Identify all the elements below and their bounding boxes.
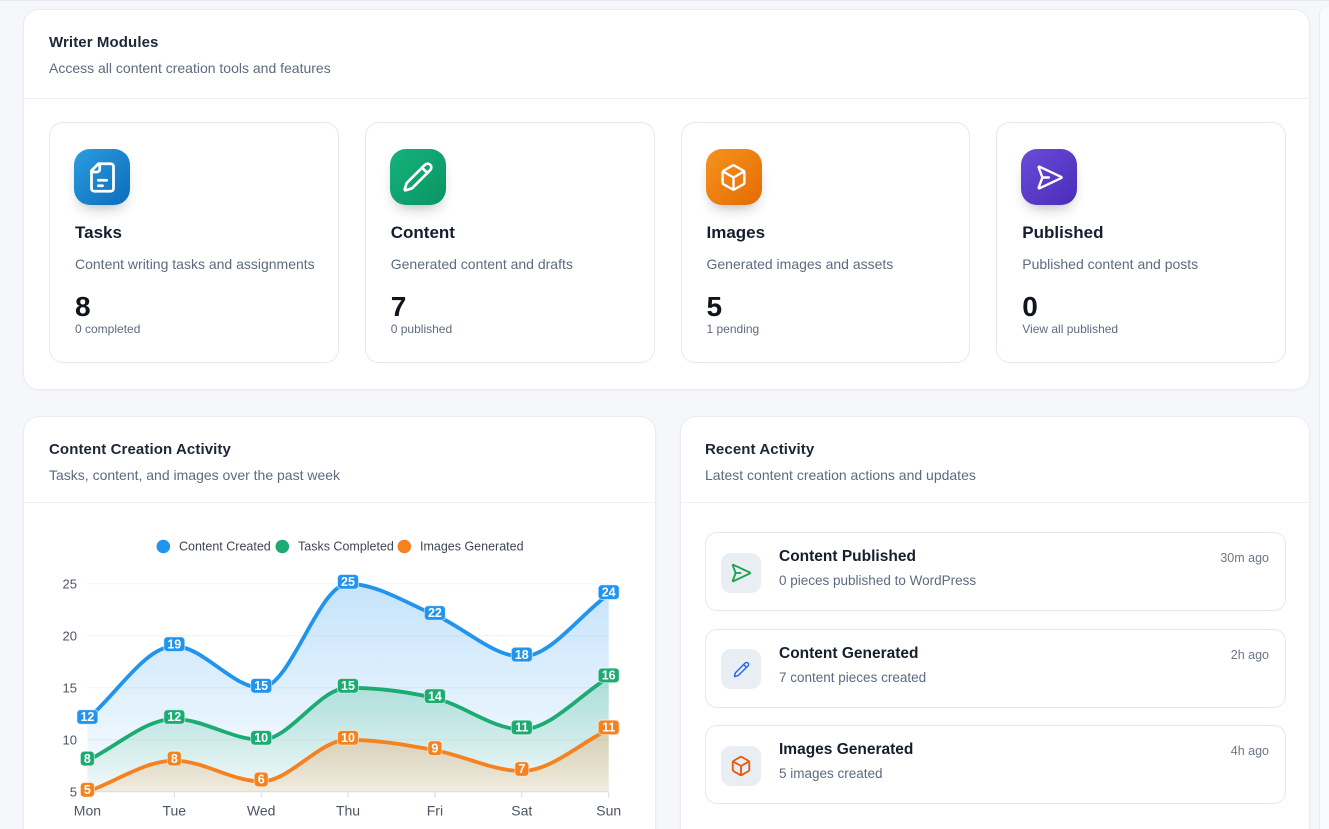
svg-text:7: 7 <box>518 762 525 776</box>
svg-text:Wed: Wed <box>247 803 276 819</box>
svg-text:15: 15 <box>63 680 77 695</box>
svg-text:Thu: Thu <box>336 803 360 819</box>
svg-text:22: 22 <box>428 606 442 620</box>
svg-text:18: 18 <box>515 648 529 662</box>
svg-text:15: 15 <box>254 679 268 693</box>
svg-text:Images Generated: Images Generated <box>420 540 524 554</box>
svg-text:10: 10 <box>63 732 77 747</box>
svg-text:10: 10 <box>254 731 268 745</box>
svg-text:15: 15 <box>341 679 355 693</box>
svg-text:11: 11 <box>515 721 528 735</box>
svg-text:14: 14 <box>428 689 442 703</box>
svg-text:20: 20 <box>63 628 77 643</box>
svg-text:19: 19 <box>167 637 181 651</box>
svg-text:8: 8 <box>171 752 178 766</box>
svg-text:Content Created: Content Created <box>179 540 271 554</box>
svg-text:12: 12 <box>80 710 94 724</box>
svg-text:6: 6 <box>258 773 265 787</box>
svg-text:Fri: Fri <box>427 803 443 819</box>
svg-text:Sat: Sat <box>511 803 532 819</box>
svg-text:Sun: Sun <box>596 803 621 819</box>
svg-text:5: 5 <box>84 783 91 797</box>
svg-text:12: 12 <box>167 710 181 724</box>
svg-text:Tasks Completed: Tasks Completed <box>298 540 394 554</box>
svg-text:9: 9 <box>431 741 438 755</box>
svg-text:25: 25 <box>341 575 355 589</box>
svg-text:Tue: Tue <box>162 803 186 819</box>
svg-text:16: 16 <box>602 669 616 683</box>
svg-text:Mon: Mon <box>74 803 101 819</box>
svg-text:5: 5 <box>70 784 77 799</box>
svg-text:25: 25 <box>63 576 77 591</box>
svg-text:8: 8 <box>84 752 91 766</box>
svg-text:10: 10 <box>341 731 355 745</box>
svg-text:24: 24 <box>602 585 616 599</box>
svg-text:11: 11 <box>602 721 615 735</box>
